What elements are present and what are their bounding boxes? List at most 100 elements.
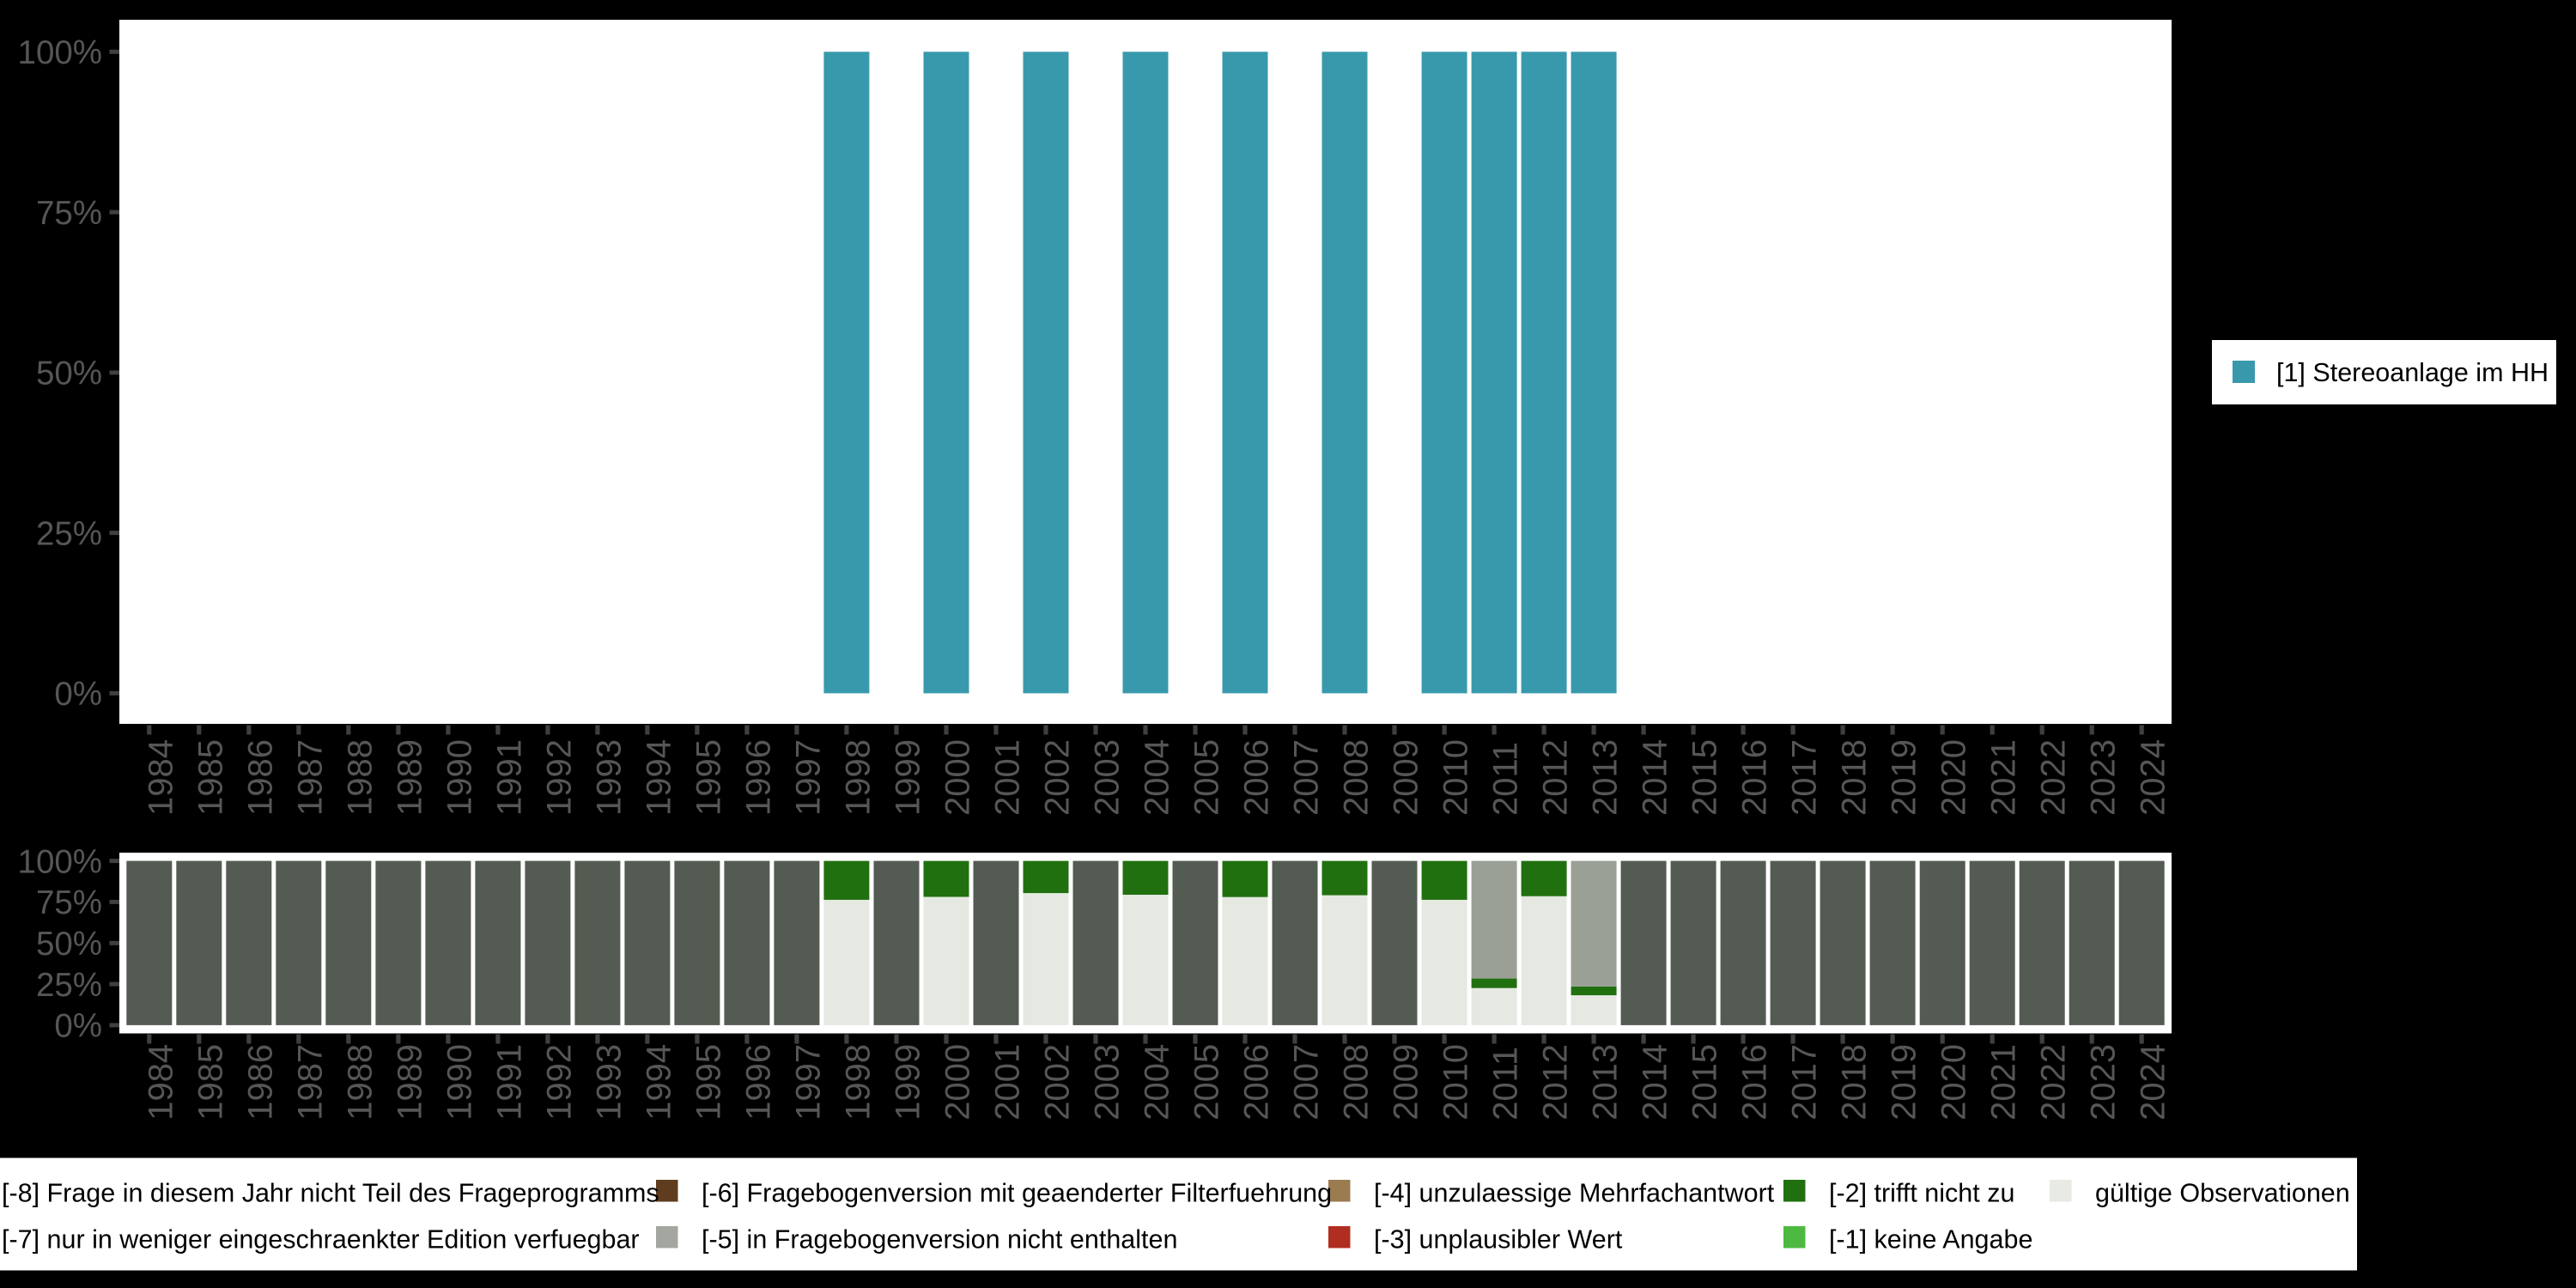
svg-text:2023: 2023 [2085, 739, 2123, 816]
svg-text:1988: 1988 [341, 1044, 379, 1121]
svg-text:1989: 1989 [391, 739, 428, 816]
svg-text:2013: 2013 [1587, 1044, 1625, 1121]
svg-text:1987: 1987 [291, 739, 329, 816]
svg-text:2013: 2013 [1587, 739, 1625, 816]
svg-text:2014: 2014 [1637, 1044, 1674, 1121]
svg-text:2009: 2009 [1388, 1044, 1425, 1121]
svg-text:2019: 2019 [1886, 1044, 1923, 1121]
svg-text:1998: 1998 [839, 739, 877, 816]
svg-text:2005: 2005 [1188, 1044, 1226, 1121]
svg-text:2016: 2016 [1736, 739, 1774, 816]
svg-text:2023: 2023 [2085, 1044, 2123, 1121]
svg-text:50%: 50% [36, 355, 102, 392]
svg-text:2011: 2011 [1487, 742, 1525, 816]
svg-text:2007: 2007 [1288, 1044, 1326, 1121]
svg-text:1992: 1992 [540, 1044, 578, 1121]
svg-text:1986: 1986 [241, 1044, 279, 1121]
svg-text:2006: 2006 [1238, 739, 1276, 816]
svg-text:1995: 1995 [690, 739, 727, 816]
svg-text:[1] Stereoanlage im HH: [1] Stereoanlage im HH [2276, 358, 2549, 387]
svg-text:2016: 2016 [1736, 1044, 1774, 1121]
svg-text:100%: 100% [18, 843, 102, 880]
svg-text:1999: 1999 [890, 739, 927, 816]
svg-text:[-1] keine Angabe: [-1] keine Angabe [1829, 1225, 2032, 1255]
svg-text:1990: 1990 [440, 739, 478, 816]
svg-text:[-5] in Fragebogenversion nich: [-5] in Fragebogenversion nicht enthalte… [702, 1225, 1177, 1255]
svg-text:[-3] unplausibler Wert: [-3] unplausibler Wert [1374, 1225, 1623, 1255]
svg-text:2012: 2012 [1537, 739, 1575, 816]
svg-text:1984: 1984 [142, 1044, 179, 1121]
svg-text:1985: 1985 [191, 739, 229, 816]
svg-text:1991: 1991 [490, 1044, 528, 1121]
svg-text:2021: 2021 [1985, 739, 2023, 816]
svg-text:2003: 2003 [1089, 1044, 1127, 1121]
svg-text:1985: 1985 [191, 1044, 229, 1121]
svg-text:25%: 25% [36, 967, 102, 1004]
svg-text:1995: 1995 [690, 1044, 727, 1121]
svg-text:2020: 2020 [1935, 739, 1973, 816]
svg-text:2009: 2009 [1388, 739, 1425, 816]
svg-text:2002: 2002 [1039, 739, 1077, 816]
svg-text:2008: 2008 [1338, 739, 1376, 816]
svg-text:[-2] trifft nicht zu: [-2] trifft nicht zu [1829, 1179, 2014, 1208]
svg-text:50%: 50% [36, 926, 102, 963]
svg-text:2011: 2011 [1487, 1047, 1525, 1121]
svg-text:2003: 2003 [1089, 739, 1127, 816]
svg-text:[-7] nur in weniger eingeschra: [-7] nur in weniger eingeschraenkter Edi… [2, 1225, 640, 1255]
svg-text:2024: 2024 [2135, 1044, 2172, 1121]
svg-text:2017: 2017 [1786, 1044, 1824, 1121]
svg-text:1993: 1993 [590, 739, 628, 816]
svg-text:2019: 2019 [1886, 739, 1923, 816]
svg-text:1996: 1996 [739, 1044, 777, 1121]
svg-text:2015: 2015 [1686, 1044, 1724, 1121]
svg-text:2006: 2006 [1238, 1044, 1276, 1121]
svg-text:1989: 1989 [391, 1044, 428, 1121]
svg-text:2012: 2012 [1537, 1044, 1575, 1121]
svg-text:1993: 1993 [590, 1044, 628, 1121]
svg-text:1994: 1994 [640, 739, 677, 816]
svg-text:75%: 75% [36, 884, 102, 921]
svg-text:1992: 1992 [540, 739, 578, 816]
svg-text:2018: 2018 [1836, 1044, 1874, 1121]
svg-text:[-6] Fragebogenversion mit gea: [-6] Fragebogenversion mit geaenderter F… [702, 1179, 1332, 1208]
svg-text:1998: 1998 [839, 1044, 877, 1121]
svg-text:1987: 1987 [291, 1044, 329, 1121]
svg-text:0%: 0% [54, 1008, 102, 1045]
svg-text:1996: 1996 [739, 739, 777, 816]
svg-text:1988: 1988 [341, 739, 379, 816]
svg-text:2024: 2024 [2135, 739, 2172, 816]
svg-text:2000: 2000 [939, 1044, 977, 1121]
svg-text:2015: 2015 [1686, 739, 1724, 816]
svg-text:[-8] Frage in diesem Jahr nich: [-8] Frage in diesem Jahr nicht Teil des… [2, 1179, 659, 1208]
svg-text:2004: 2004 [1139, 739, 1176, 816]
svg-text:2008: 2008 [1338, 1044, 1376, 1121]
svg-text:25%: 25% [36, 515, 102, 552]
svg-text:1997: 1997 [789, 1044, 827, 1121]
svg-text:2005: 2005 [1188, 739, 1226, 816]
svg-text:75%: 75% [36, 195, 102, 232]
svg-text:2022: 2022 [2035, 1044, 2073, 1121]
svg-text:1984: 1984 [142, 739, 179, 816]
svg-text:2001: 2001 [989, 1044, 1027, 1121]
svg-text:1991: 1991 [490, 739, 528, 816]
svg-text:2017: 2017 [1786, 739, 1824, 816]
svg-text:1999: 1999 [890, 1044, 927, 1121]
svg-text:2022: 2022 [2035, 739, 2073, 816]
svg-text:1997: 1997 [789, 739, 827, 816]
svg-text:2000: 2000 [939, 739, 977, 816]
svg-text:2010: 2010 [1437, 739, 1475, 816]
svg-text:2007: 2007 [1288, 739, 1326, 816]
svg-text:2004: 2004 [1139, 1044, 1176, 1121]
svg-text:2020: 2020 [1935, 1044, 1973, 1121]
svg-text:0%: 0% [54, 676, 102, 713]
svg-text:[-4] unzulaessige Mehrfachantw: [-4] unzulaessige Mehrfachantwort [1374, 1179, 1775, 1208]
svg-text:1994: 1994 [640, 1044, 677, 1121]
svg-text:2014: 2014 [1637, 739, 1674, 816]
svg-text:100%: 100% [18, 34, 102, 71]
svg-text:2018: 2018 [1836, 739, 1874, 816]
svg-text:2001: 2001 [989, 739, 1027, 816]
svg-text:gültige Observationen: gültige Observationen [2095, 1179, 2350, 1208]
svg-text:1986: 1986 [241, 739, 279, 816]
svg-text:2002: 2002 [1039, 1044, 1077, 1121]
svg-text:1990: 1990 [440, 1044, 478, 1121]
